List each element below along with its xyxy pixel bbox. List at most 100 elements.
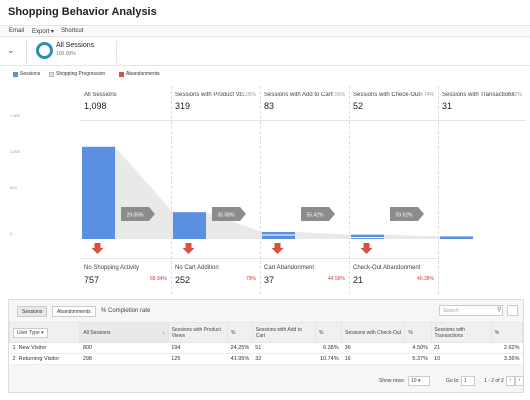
tab-abandonments[interactable]: Abandonments [52,306,96,317]
abandon-value: 252 [175,275,191,285]
stage-value: 319 [175,101,191,111]
legend-swatch-sessions [13,72,18,77]
legend-swatch-progression [49,72,54,77]
export-button[interactable]: Export ▾ [32,28,54,35]
cell-pv-pct: 24.25% [227,342,253,354]
chevron-down-icon: ▾ [51,29,55,35]
abandon-arrow-icon [91,243,104,254]
stage-header[interactable]: All Sessions 1,098 [80,86,171,121]
funnel-chart: All Sessions 1,098 Sessions with Product… [0,86,530,296]
goto-value: 1 [464,378,467,384]
col-all-sessions[interactable]: All Sessions ↓ [79,322,169,343]
search-icon[interactable]: ⚲ [497,307,502,313]
next-page-button[interactable]: › [515,376,524,386]
abandon-value: 37 [264,275,275,285]
progression-label: 35.08% [212,207,246,221]
stage-header[interactable]: Sessions with Check-Out 4.74% 52 [349,86,438,121]
show-rows-label: Show rows: [379,378,405,384]
col-transactions[interactable]: Sessions with Transactions [430,322,492,343]
shortcut-button[interactable]: Shortcut [61,28,84,34]
stage-value: 31 [442,101,453,111]
page-title: Shopping Behavior Analysis [8,6,157,18]
col-label: All Sessions [83,329,111,336]
progression-pct: 59.62% [396,213,414,219]
y-tick-label: 1,000 [10,149,21,154]
cell-co: 16 [341,353,405,365]
progression-flow [384,234,440,239]
abandon-cell[interactable]: Cart Abandonment 37 44.58% [260,258,349,294]
legend-label-progression: Shopping Progression [56,71,106,77]
cell-all: 800 [79,342,169,354]
page-range: 1 - 2 of 2 [484,378,504,384]
user-type-dropdown[interactable]: User Type ▾ [13,327,48,338]
progression-label: 55.42% [301,207,335,221]
abandon-cell[interactable]: No Shopping Activity 757 68.94% [80,258,171,294]
stage-header[interactable]: Sessions with Transactions 2.82% 31 [438,86,526,121]
cell-atc: 32 [252,353,316,365]
col-pct[interactable]: % [490,322,524,343]
abandon-label: No Cart Addition [175,265,219,271]
abandon-cell[interactable]: No Cart Addition 252 79% [171,258,260,294]
col-add-to-cart[interactable]: Sessions with Add to Cart [251,322,317,343]
abandon-cell[interactable]: Check-Out Abandonment 21 40.38% [349,258,438,294]
progression-pct: 29.05% [127,213,145,219]
completion-rate-label: % Completion rate [101,308,151,314]
abandon-pct: 79% [245,276,256,282]
abandon-value: 757 [84,275,100,285]
email-button[interactable]: Email [9,28,25,34]
segment-name[interactable]: All Sessions [56,42,95,49]
progression-pct: 55.42% [307,213,325,219]
stage-header[interactable]: Sessions with Add to Cart 7.56% 83 [260,86,349,121]
stage-bar [173,212,206,239]
chevron-down-icon[interactable]: ⌄ [7,45,15,55]
abandon-arrow-icon [182,243,195,254]
row-user-type[interactable]: Returning Visitor [18,356,60,362]
goto-label: Go to: [446,378,460,384]
data-table: User Type ▾ All Sessions ↓ Sessions with … [8,322,524,365]
user-type-label: User Type [17,329,40,336]
stage-value: 83 [264,101,275,111]
divider [26,41,27,63]
progression-flow [295,232,351,239]
col-check-out[interactable]: Sessions with Check-Out [341,322,406,343]
cell-co: 36 [341,342,405,354]
table-row[interactable]: 1 New Visitor 800 194 24.25% 51 6.38% 36… [9,342,523,354]
search-input[interactable]: Search [439,305,503,316]
cell-atc: 51 [252,342,316,354]
sort-down-icon: ↓ [162,329,165,336]
abandon-arrows [91,243,373,254]
legend-swatch-abandonments [119,72,124,77]
legend-label-sessions: Sessions [20,71,41,77]
segment-pct: 100.00% [56,51,76,57]
col-pct[interactable]: % [404,322,432,343]
row-index: 2 [12,356,16,362]
cell-pv: 125 [168,353,228,365]
stage-header[interactable]: Sessions with Product Vi... 29.05% 319 [171,86,260,121]
cell-tx: 10 [431,353,492,365]
progression-arrow-shape [301,207,335,221]
prev-page-button[interactable]: ‹ [506,376,515,386]
progression-pct: 35.08% [218,213,236,219]
table-view-button[interactable] [507,305,518,316]
show-rows-value: 10 [411,378,417,384]
segment-bar: ⌄ All Sessions 100.00% [0,38,530,66]
cell-tx-pct: 3.36% [491,353,523,365]
progression-flows [115,146,440,239]
show-rows-select[interactable]: 10 ▾ [408,376,430,386]
stage-bars [82,146,473,239]
segment-ring-icon[interactable] [36,42,53,59]
progression-label: 29.05% [121,207,155,221]
col-pct[interactable]: % [226,322,253,343]
goto-input[interactable]: 1 [461,376,475,386]
divider [116,41,117,63]
abandon-pct: 68.94% [150,276,167,282]
col-product-views[interactable]: Sessions with Product Views [167,322,228,343]
export-label: Export [32,29,50,35]
col-pct[interactable]: % [315,322,343,343]
abandon-arrow-icon [271,243,284,254]
tab-sessions[interactable]: Sessions [17,306,48,317]
stage-bar [351,234,384,239]
row-user-type[interactable]: New Visitor [18,345,47,351]
table-row[interactable]: 2 Returning Visitor 298 125 41.95% 32 10… [9,353,523,365]
stage-pct: 29.05% [239,92,256,98]
